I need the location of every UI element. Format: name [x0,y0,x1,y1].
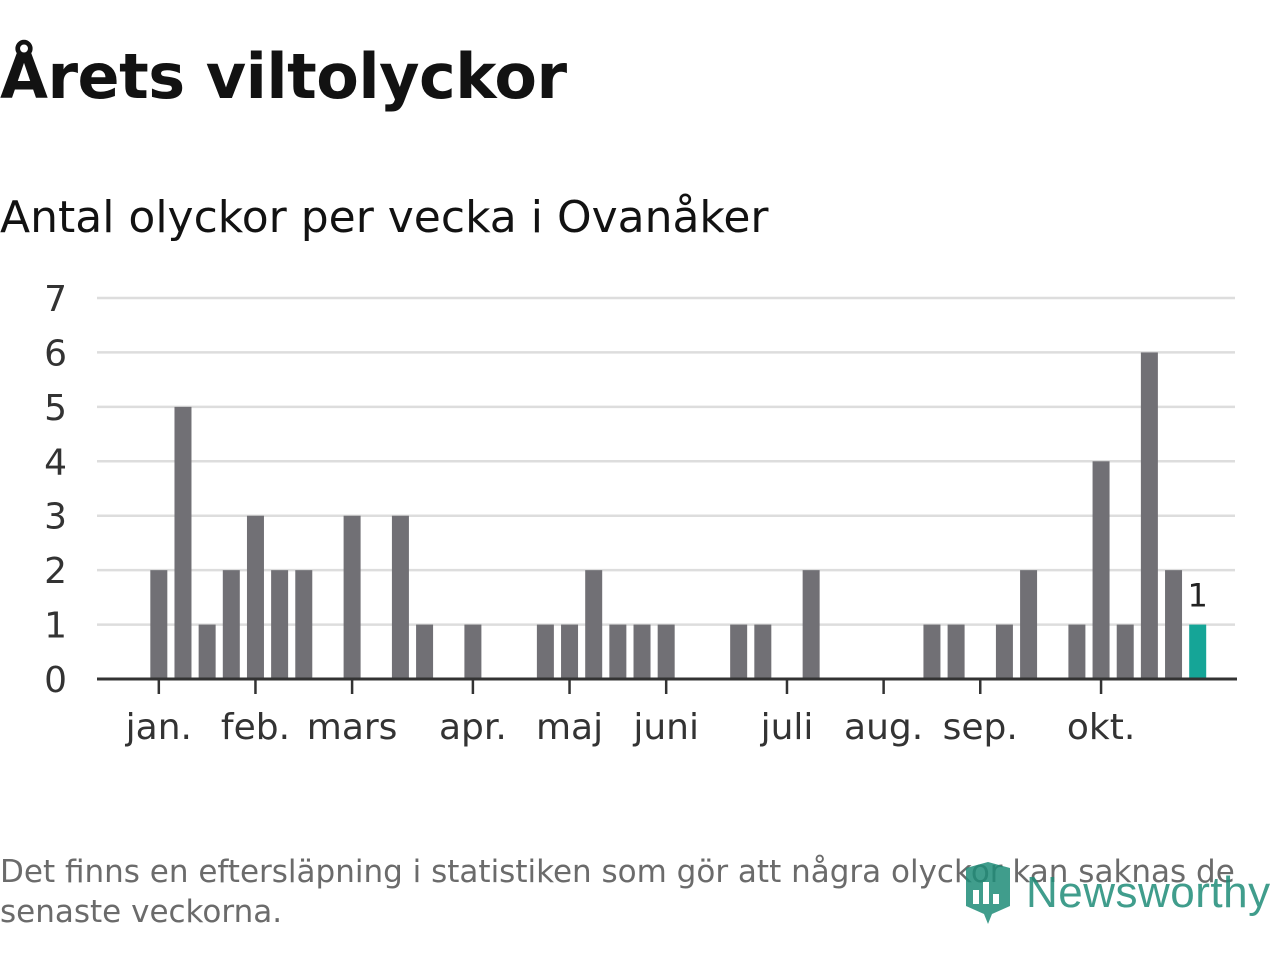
bar [271,570,289,679]
x-tick-label: aug. [844,707,923,748]
bar [1165,570,1183,679]
bar [947,624,965,679]
bar [1092,461,1110,679]
bar [1068,624,1086,679]
y-tick-label: 5 [44,388,67,429]
x-tick-label: juli [760,707,814,748]
bar [1140,352,1158,679]
bar [561,624,579,679]
x-tick-label: feb. [221,707,290,748]
bar [198,624,216,679]
bars [150,352,1207,679]
chart-subtitle: Antal olyckor per vecka i Ovanåker [0,192,769,243]
bar [754,624,772,679]
data-labels: 1 [1188,577,1208,615]
y-tick-label: 3 [44,497,67,538]
bar [222,570,240,679]
y-tick-label: 4 [44,442,67,483]
x-axis [97,677,1237,694]
bar [585,570,603,679]
bar [657,624,675,679]
bar [174,406,192,679]
bar [1116,624,1134,679]
bar-chart: 0 1 2 3 4 5 6 7 jan. feb. mars apr. maj juni juli aug.… [44,279,1237,748]
y-tick-label: 6 [44,333,67,374]
x-tick-label: sep. [943,707,1018,748]
bar [391,515,409,679]
x-tick-label: apr. [439,707,507,748]
bar [343,515,361,679]
bar [730,624,748,679]
x-tick-label: mars [307,707,398,748]
bar [633,624,651,679]
bar [150,570,168,679]
y-tick-label: 2 [44,551,67,592]
newsworthy-logo-icon [966,862,1010,924]
x-tick-label: okt. [1067,707,1135,748]
y-tick-label: 1 [44,606,67,647]
bar [995,624,1013,679]
y-tick-label: 7 [44,279,67,320]
bar [536,624,554,679]
chart-title: Årets viltolyckor [0,40,567,113]
footnote: Det finns en eftersläpning i statistiken… [0,854,1235,930]
bar [923,624,941,679]
x-tick-label: maj [536,707,603,748]
bar-highlight [1189,624,1207,679]
x-tick-label: juni [632,707,699,748]
bar [1020,570,1038,679]
x-axis-month-labels: jan. feb. mars apr. maj juni juli aug. sep. okt. [125,707,1136,748]
bar [609,624,627,679]
gridlines [97,296,1235,626]
bar [464,624,482,679]
y-tick-label: 0 [44,660,67,701]
data-label-latest: 1 [1188,577,1208,615]
brand-name: Newsworthy [1026,868,1271,917]
x-tick-label: jan. [125,707,192,748]
newsworthy-logo: Newsworthy [962,858,1271,928]
bar [802,570,820,679]
bar [416,624,434,679]
bar [246,515,264,679]
y-axis-ticks: 0 1 2 3 4 5 6 7 [44,279,67,701]
bar [295,570,313,679]
